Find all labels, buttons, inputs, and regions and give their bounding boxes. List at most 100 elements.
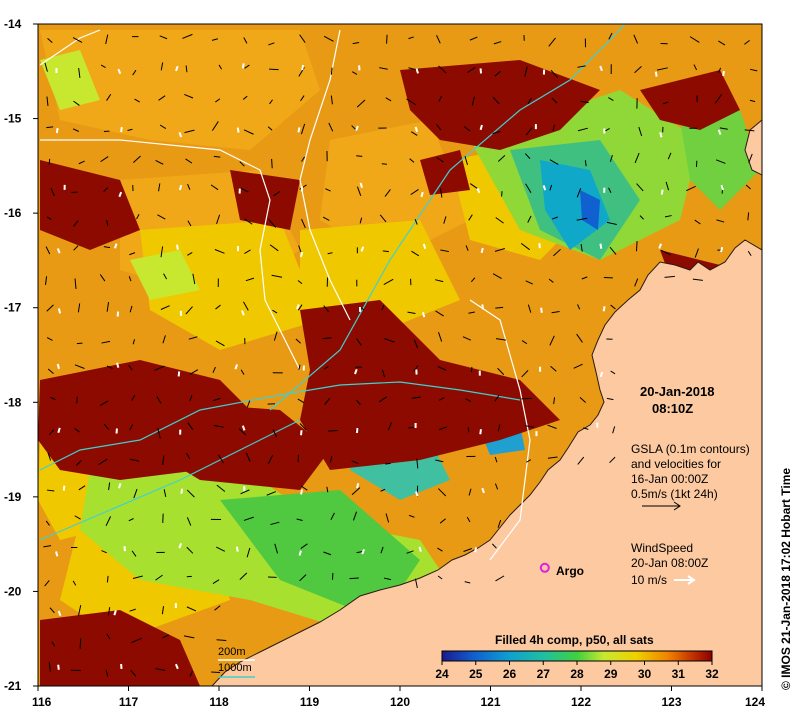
- wind-arrow: [599, 243, 603, 249]
- velocity-arrow: [105, 34, 109, 45]
- velocity-arrow: [186, 546, 194, 554]
- lon-tick-label: 120: [390, 695, 410, 709]
- velocity-arrow: [383, 278, 394, 285]
- lat-tick-label: -20: [4, 584, 22, 598]
- velocity-arrow: [99, 400, 109, 407]
- lon-tick-label: 123: [661, 695, 681, 709]
- wind-arrow: [599, 371, 604, 378]
- wind-arrow: [178, 132, 183, 138]
- wind-arrow: [176, 244, 179, 250]
- velocity-arrow: [411, 250, 420, 257]
- velocity-arrow: [664, 215, 672, 218]
- velocity-arrow: [497, 367, 505, 376]
- velocity-arrow: [214, 605, 221, 611]
- velocity-arrow: [549, 159, 559, 165]
- velocity-arrow: [162, 455, 165, 465]
- velocity-arrow: [381, 304, 385, 311]
- lat-tick-label: -18: [4, 395, 22, 409]
- velocity-arrow: [463, 548, 472, 552]
- velocity-arrow: [212, 579, 220, 585]
- velocity-arrow: [436, 157, 444, 163]
- velocity-arrow: [300, 123, 306, 135]
- velocity-arrow: [73, 220, 79, 227]
- velocity-arrow: [48, 661, 51, 672]
- velocity-arrow: [131, 637, 142, 643]
- velocity-arrow: [492, 96, 500, 105]
- velocity-arrow: [747, 250, 752, 256]
- velocity-arrow: [749, 99, 756, 103]
- velocity-arrow: [131, 394, 136, 401]
- velocity-arrow: [406, 550, 414, 554]
- velocity-arrow: [184, 129, 195, 134]
- wind-arrow: [414, 126, 419, 133]
- velocity-arrow: [157, 214, 166, 220]
- velocity-arrow: [72, 37, 83, 43]
- velocity-arrow: [242, 301, 249, 311]
- bathy-legend-1000m: 1000m: [218, 662, 252, 674]
- velocity-arrow: [468, 214, 473, 221]
- velocity-arrow: [608, 187, 612, 194]
- velocity-arrow: [269, 244, 279, 252]
- velocity-arrow: [464, 581, 471, 584]
- velocity-arrow: [211, 38, 219, 41]
- velocity-arrow: [98, 458, 108, 465]
- velocity-arrow: [161, 606, 165, 615]
- wind-arrow: [354, 368, 358, 375]
- velocity-arrow: [106, 575, 109, 583]
- velocity-arrow: [132, 69, 137, 76]
- velocity-arrow: [327, 252, 333, 255]
- lat-tick-label: -15: [4, 112, 22, 126]
- velocity-arrow: [609, 456, 616, 464]
- velocity-arrow: [468, 488, 472, 496]
- velocity-arrow: [497, 519, 502, 528]
- wind-arrow: [300, 489, 303, 495]
- velocity-arrow: [48, 158, 51, 165]
- velocity-arrow: [323, 366, 329, 370]
- velocity-arrow: [155, 160, 164, 165]
- wind-arrow: [479, 124, 483, 131]
- velocity-arrow: [749, 68, 758, 72]
- velocity-arrow: [100, 64, 106, 68]
- velocity-arrow: [608, 97, 614, 102]
- colorbar-label: 31: [672, 667, 686, 681]
- velocity-scale-arrow-icon: [642, 501, 681, 511]
- wind-arrow: [481, 304, 485, 310]
- velocity-arrow: [694, 219, 701, 225]
- wind-line-3: 10 m/s: [631, 573, 667, 587]
- velocity-arrow: [242, 95, 248, 100]
- velocity-arrow: [527, 215, 532, 223]
- lon-axis: 116 117 118 119 120 121 122 123 124: [32, 686, 765, 709]
- velocity-arrow: [216, 546, 226, 552]
- colorbar-label: 25: [469, 667, 483, 681]
- velocity-arrow: [633, 34, 639, 44]
- wind-arrow: [298, 550, 302, 556]
- velocity-arrow: [553, 397, 556, 405]
- wind-arrow: [356, 483, 360, 489]
- wind-arrow: [360, 246, 365, 252]
- velocity-arrow: [128, 518, 134, 522]
- velocity-arrow: [299, 34, 306, 43]
- wind-arrow: [55, 551, 59, 557]
- velocity-arrow: [78, 67, 81, 78]
- velocity-arrow: [435, 310, 444, 317]
- wind-arrow: [659, 132, 663, 138]
- velocity-arrow: [689, 36, 700, 43]
- velocity-arrow: [383, 577, 392, 581]
- velocity-arrow: [465, 398, 471, 403]
- velocity-arrow: [521, 370, 529, 378]
- wind-arrow: [117, 68, 122, 75]
- velocity-arrow: [552, 124, 555, 132]
- velocity-arrow: [210, 184, 219, 191]
- velocity-arrow: [108, 482, 111, 491]
- velocity-arrow: [129, 458, 140, 462]
- velocity-arrow: [129, 305, 133, 313]
- velocity-arrow: [612, 426, 616, 434]
- velocity-arrow: [410, 131, 418, 136]
- velocity-arrow: [272, 309, 278, 314]
- velocity-arrow: [268, 42, 275, 46]
- velocity-arrow: [634, 152, 640, 164]
- velocity-arrow: [185, 306, 193, 315]
- wind-arrow: [299, 430, 303, 436]
- velocity-arrow: [132, 575, 143, 580]
- velocity-arrow: [408, 36, 414, 40]
